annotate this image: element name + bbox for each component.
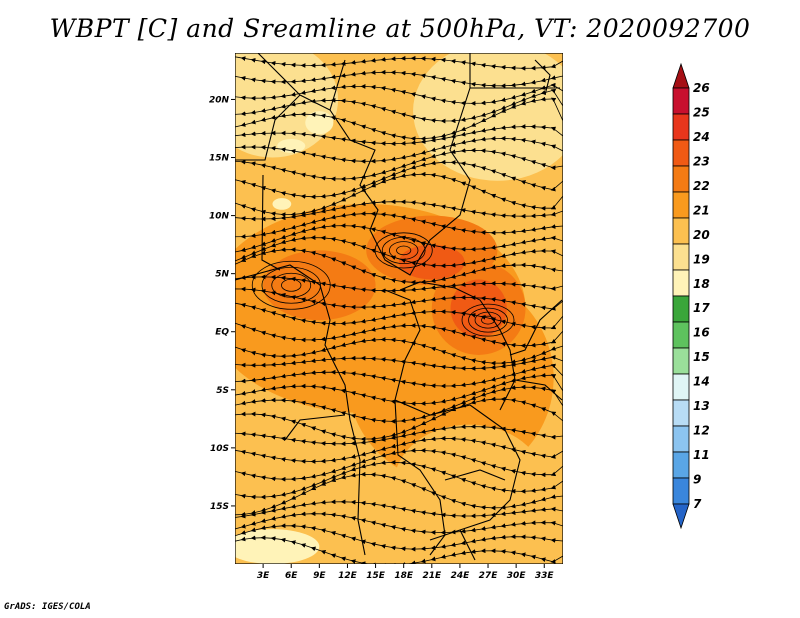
lon-tick-label: 15E [366, 571, 386, 581]
colorbar-label: 26 [693, 81, 710, 95]
colorbar-label: 22 [693, 179, 710, 193]
colorbar-segment [672, 373, 690, 401]
border-line [284, 414, 346, 441]
colorbar-bottom-arrow [672, 503, 690, 530]
colorbar-label: 15 [693, 350, 710, 364]
border-line [235, 94, 301, 161]
field-region [272, 198, 292, 210]
lon-tick-label: 30E [507, 571, 527, 581]
colorbar-label: 18 [693, 277, 710, 291]
streamline [235, 55, 563, 71]
colorbar-segment [672, 295, 690, 323]
credit-text: GrADS: IGES/COLA [4, 602, 91, 612]
colorbar-label: 9 [693, 473, 701, 487]
border-line [329, 59, 346, 111]
colorbar-segment [672, 139, 690, 167]
field-region [450, 279, 507, 338]
border-line [394, 399, 446, 556]
colorbar-label: 20 [693, 228, 710, 242]
lat-tick-label: 5N [215, 270, 229, 280]
streamline-vortex [381, 236, 426, 265]
border-line [257, 53, 471, 276]
border-line [444, 469, 506, 481]
colorbar-top-arrow [672, 62, 690, 89]
lon-tick-label: 27E [479, 571, 499, 581]
lon-tick-label: 24E [451, 571, 471, 581]
colorbar-segment [672, 191, 690, 219]
colorbar-segment [672, 321, 690, 349]
lon-tick-label: 21E [422, 571, 442, 581]
lat-tick-label: 15N [209, 154, 230, 164]
streamline-vortex [396, 245, 412, 256]
lat-tick-label: 5S [216, 386, 229, 396]
colorbar-label: 12 [693, 424, 710, 438]
border-line [261, 174, 281, 271]
field-region [413, 53, 563, 181]
colorbar-label: 11 [693, 448, 710, 462]
lat-tick-label: EQ [215, 328, 229, 338]
streamline-vortex [251, 260, 331, 310]
colorbar-label: 21 [693, 203, 710, 217]
streamline-vortex [468, 307, 508, 333]
border-line [384, 289, 521, 541]
colorbar-segment [672, 87, 690, 115]
lon-tick-label: 3E [257, 571, 270, 581]
border-line [509, 299, 563, 356]
latitude-axis: 20N 15N 10N 5N EQ 5S 10S 15S [209, 95, 235, 512]
colorbar-label: 19 [693, 252, 710, 266]
map-title: WBPT [C] and Sreamline at 500hPa, VT: 20… [49, 14, 751, 43]
colorbar-segment [672, 217, 690, 245]
colorbar-label: 7 [693, 497, 702, 511]
border-line [235, 264, 366, 556]
colorbar-label: 17 [693, 301, 710, 315]
colorbar-label: 25 [693, 105, 710, 119]
colorbar-label: 13 [693, 399, 710, 413]
colorbar-label: 24 [693, 130, 710, 144]
colorbar-label: 14 [693, 375, 710, 389]
streamline-vortex [388, 241, 419, 260]
lon-tick-label: 6E [285, 571, 298, 581]
colorbar-label: 16 [693, 326, 710, 340]
lon-tick-label: 33E [535, 571, 555, 581]
streamline-vortex [271, 272, 312, 298]
country-borders [235, 53, 563, 561]
lat-tick-label: 10S [210, 444, 229, 454]
colorbar-segment [672, 269, 690, 297]
lat-tick-label: 10N [209, 212, 230, 222]
streamline-vortex [481, 315, 495, 325]
border-line [514, 379, 563, 401]
map-area [235, 53, 563, 564]
border-line [399, 281, 516, 411]
streamline [235, 302, 563, 331]
colorbar-segment [672, 243, 690, 271]
lon-tick-label: 18E [394, 571, 414, 581]
colorbar-segment [672, 347, 690, 375]
colorbar-segment [672, 477, 690, 505]
colorbar-segment [672, 425, 690, 453]
colorbar-label: 23 [693, 154, 710, 168]
lon-tick-label: 9E [313, 571, 326, 581]
streamline-vortex [281, 278, 302, 292]
streamlines [235, 55, 563, 564]
border-line [459, 529, 476, 561]
lon-tick-label: 12E [338, 571, 358, 581]
streamline-vortex [461, 303, 515, 337]
lat-tick-label: 15S [210, 502, 229, 512]
lat-tick-label: 20N [209, 95, 230, 105]
streamline-vortex [374, 232, 433, 269]
colorbar: 26 25 24 23 22 21 20 19 18 17 16 15 14 13 12 11 9 7 [672, 62, 710, 530]
streamline [235, 535, 563, 564]
field-region [263, 250, 376, 321]
colorbar-segment [672, 399, 690, 427]
colorbar-segment [672, 113, 690, 141]
longitude-axis: 3E 6E 9E 12E 15E 18E 21E 24E 27E 30E 33E [257, 564, 555, 581]
colorbar-segment [672, 165, 690, 193]
colorbar-segment [672, 451, 690, 479]
border-line [534, 59, 551, 96]
